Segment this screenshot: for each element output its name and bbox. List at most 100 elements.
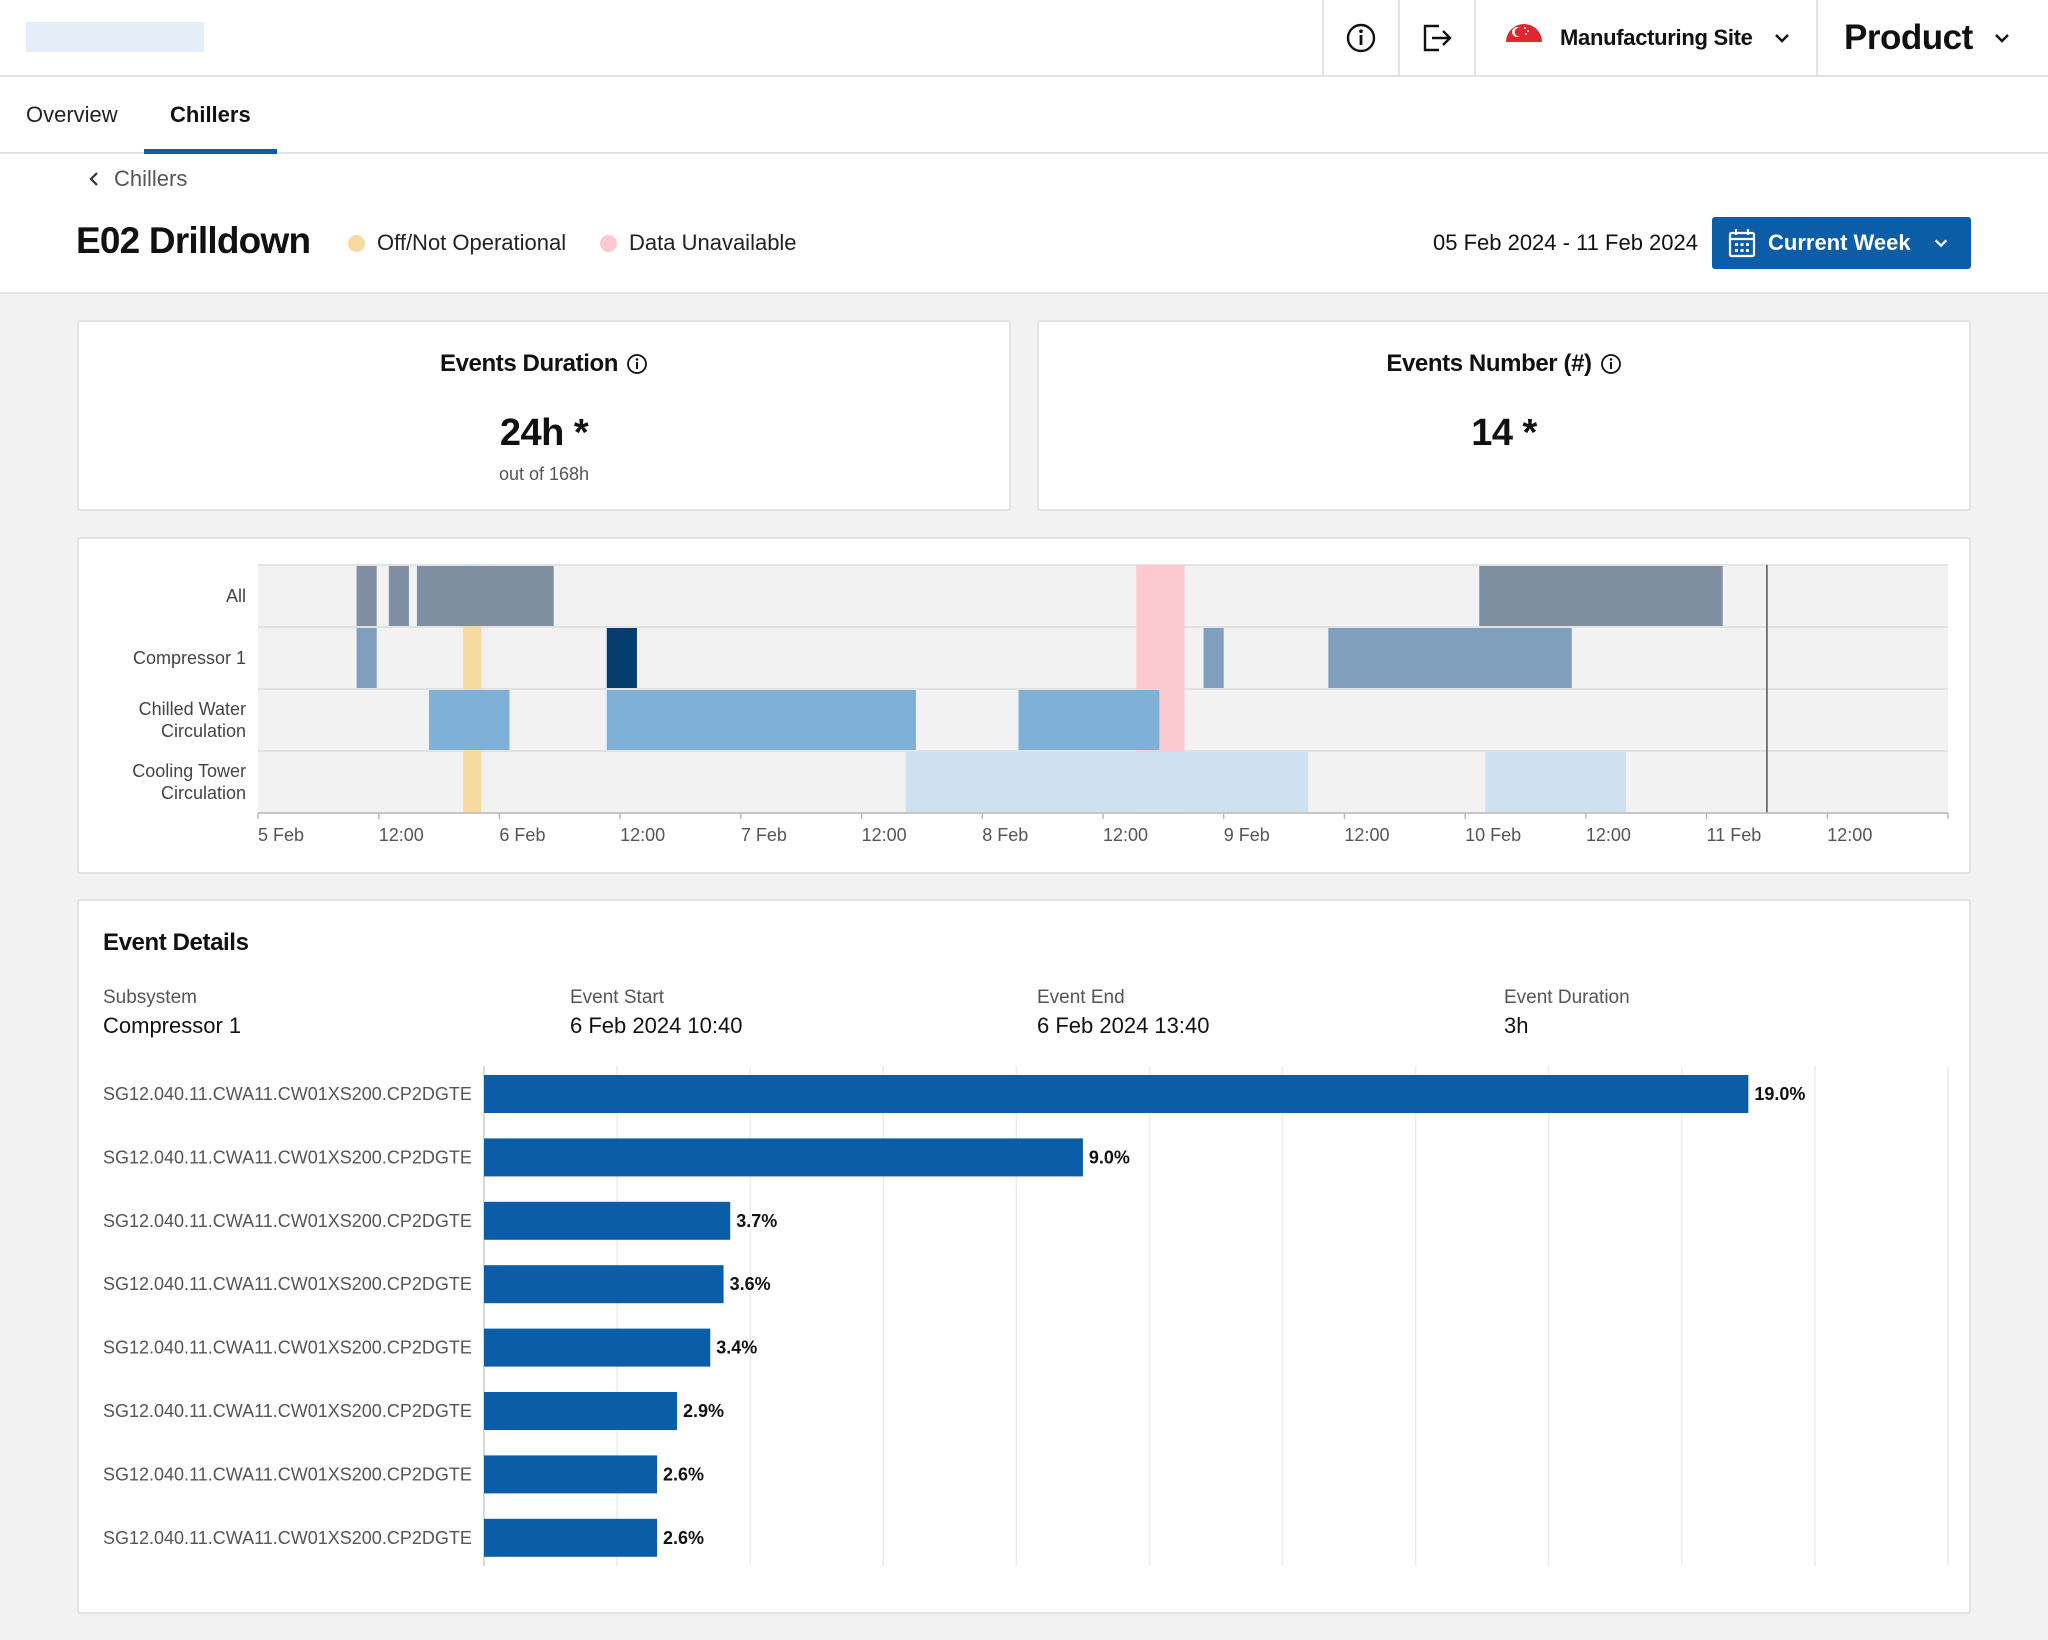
site-label: Manufacturing Site [1560, 24, 1753, 50]
info-icon [1346, 23, 1376, 52]
product-selector[interactable]: Product [1816, 0, 2048, 75]
x-tick-label: 10 Feb [1465, 825, 1521, 845]
legend-label: Off/Not Operational [377, 230, 567, 255]
field-value: 6 Feb 2024 10:40 [570, 1013, 743, 1038]
field-value: 6 Feb 2024 13:40 [1037, 1013, 1210, 1038]
event-details-card: Event Details Subsystem Compressor 1 Eve… [77, 899, 1971, 1614]
bar[interactable] [484, 1328, 711, 1367]
bar[interactable] [484, 1265, 724, 1304]
bar-category-label: SG12.040.11.CWA11.CW01XS200.CP2DGTE [103, 1338, 472, 1358]
row-label-line: Chilled Water [139, 699, 246, 719]
date-range: 05 Feb 2024 - 11 Feb 2024 [1432, 230, 1698, 255]
info-icon[interactable] [1600, 353, 1622, 375]
bar-category-label: SG12.040.11.CWA11.CW01XS200.CP2DGTE [103, 1211, 472, 1231]
event-block[interactable] [356, 628, 377, 688]
chevron-down-icon [1934, 239, 1947, 248]
logout-icon [1423, 24, 1452, 51]
legend-swatch [348, 234, 365, 252]
page-title: E02 Drilldown [76, 220, 311, 261]
period-dropdown[interactable]: Current Week [1712, 217, 1971, 269]
event-block[interactable] [429, 690, 510, 750]
chevron-down-icon [1994, 33, 2009, 43]
field-event-end: Event End 6 Feb 2024 13:40 [1037, 987, 1209, 1039]
kpi-title-label: Events Duration [439, 350, 619, 377]
bar[interactable] [484, 1075, 1749, 1113]
x-tick-label: 11 Feb [1707, 825, 1762, 845]
breadcrumb-label: Chillers [114, 166, 188, 191]
bar-value-label: 19.0% [1754, 1084, 1805, 1104]
event-block[interactable] [905, 752, 1309, 812]
bar-value-label: 3.6% [730, 1274, 771, 1294]
field-label: Event Start [570, 987, 664, 1008]
calendar-icon [1728, 229, 1756, 258]
tab-overview[interactable]: Overview [26, 101, 118, 127]
bar-category-label: SG12.040.11.CWA11.CW01XS200.CP2DGTE [103, 1147, 472, 1167]
row-label: Chilled Water Circulation [139, 699, 246, 741]
event-block[interactable] [1479, 566, 1723, 626]
bar-value-label: 9.0% [1089, 1147, 1130, 1167]
x-tick-label: 12:00 [862, 825, 907, 845]
top-bar: Manufacturing Site Product [0, 0, 2048, 77]
event-details-title: Event Details [103, 929, 249, 956]
row-label: Cooling Tower Circulation [132, 761, 246, 803]
bar[interactable] [484, 1518, 658, 1557]
row-label-line: All [226, 586, 246, 606]
field-label: Event End [1037, 987, 1125, 1008]
app-logo[interactable] [26, 22, 204, 52]
bar-value-label: 2.6% [663, 1464, 704, 1484]
event-block[interactable] [416, 566, 554, 626]
row-label: All [226, 586, 246, 606]
bar-value-label: 2.6% [663, 1528, 704, 1548]
site-selector[interactable]: Manufacturing Site [1474, 0, 1816, 75]
breadcrumb[interactable]: Chillers [88, 166, 187, 192]
timeline-card: All Compressor 1 Chilled Water Circulation C… [77, 537, 1971, 874]
legend-off: Off/Not Operational [348, 230, 566, 256]
bar-category-label: SG12.040.11.CWA11.CW01XS200.CP2DGTE [103, 1274, 472, 1294]
bar-category-label: SG12.040.11.CWA11.CW01XS200.CP2DGTE [103, 1084, 472, 1104]
bar[interactable] [484, 1138, 1083, 1177]
bar-value-label: 3.4% [716, 1338, 757, 1358]
event-block[interactable] [606, 690, 916, 750]
info-icon[interactable] [626, 353, 648, 375]
period-label: Current Week [1768, 230, 1911, 255]
event-block[interactable] [1203, 628, 1224, 688]
bar-category-label: SG12.040.11.CWA11.CW01XS200.CP2DGTE [103, 1401, 472, 1421]
x-tick-label: 12:00 [620, 825, 665, 845]
bar[interactable] [484, 1201, 731, 1240]
x-tick-label: 8 Feb [982, 825, 1028, 845]
tab-bar: Overview Chillers [0, 77, 2048, 154]
field-event-duration: Event Duration 3h [1504, 987, 1630, 1039]
field-label: Subsystem [103, 987, 197, 1008]
legend-unavailable: Data Unavailable [600, 230, 797, 256]
event-block[interactable] [388, 566, 409, 626]
x-tick-label: 7 Feb [741, 825, 787, 845]
row-label-line: Circulation [161, 721, 246, 741]
page-header: Chillers E02 Drilldown Off/Not Operation… [0, 154, 2048, 294]
x-tick-label: 12:00 [1344, 825, 1389, 845]
tag-contribution-chart: 0%2%4%6%8%10%12%14%16%18%20%SG12.040.11.… [103, 1066, 1949, 1566]
bar[interactable] [484, 1392, 677, 1430]
kpi-title-label: Events Number (#) [1386, 350, 1592, 377]
tab-chillers[interactable]: Chillers [144, 77, 277, 154]
event-block[interactable] [1018, 690, 1160, 750]
chevron-left-icon [89, 172, 98, 186]
x-tick-label: 12:00 [379, 825, 424, 845]
kpi-value: 14 * [1471, 412, 1537, 454]
kpi-value: 24h * [499, 412, 589, 454]
row-label-line: Circulation [161, 783, 246, 803]
bar[interactable] [484, 1455, 658, 1494]
field-value: 3h [1504, 1013, 1529, 1038]
event-block[interactable] [1485, 752, 1627, 812]
info-button[interactable] [1322, 0, 1398, 75]
events-number-card: Events Number (#) 14 * [1037, 320, 1971, 511]
event-block[interactable] [1328, 628, 1572, 688]
logout-button[interactable] [1398, 0, 1474, 75]
event-block-selected[interactable] [606, 628, 637, 688]
field-label: Event Duration [1504, 987, 1630, 1008]
x-tick-label: 12:00 [1586, 825, 1631, 845]
x-tick-label: 5 Feb [258, 825, 304, 845]
row-label-line: Cooling Tower [132, 761, 246, 781]
event-block[interactable] [356, 566, 377, 626]
kpi-subtext: out of 168h [498, 464, 590, 484]
